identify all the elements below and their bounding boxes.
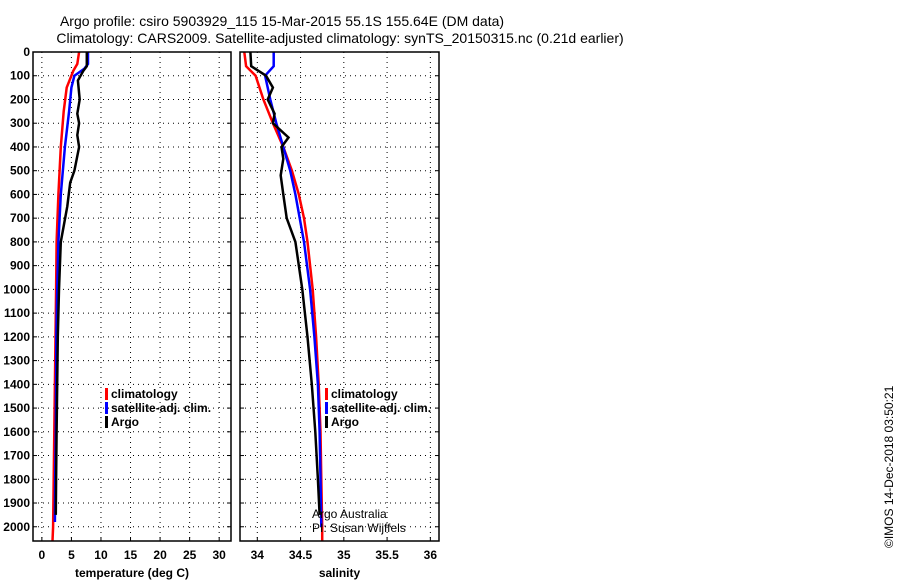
x-tick-label: 35.5: [375, 548, 399, 562]
y-tick-label: 1100: [4, 306, 30, 320]
y-tick-label: 800: [10, 235, 30, 249]
x-tick-label: 34.5: [289, 548, 313, 562]
x-tick-label: 5: [68, 548, 75, 562]
y-tick-label: 1900: [3, 496, 30, 510]
y-tick-label: 1600: [3, 425, 30, 439]
credit-org: Argo Australia: [312, 507, 387, 521]
series-line: [51, 51, 81, 542]
y-tick-label: 2000: [3, 520, 30, 534]
y-tick-label: 1800: [3, 472, 30, 486]
x-tick-label: 10: [94, 548, 108, 562]
series-line: [263, 52, 323, 527]
y-tick-label: 1000: [3, 282, 30, 296]
y-tick-label: 100: [10, 69, 30, 83]
legend-swatch: [325, 402, 328, 414]
x-tick-label: 30: [212, 548, 226, 562]
x-tick-label: 36: [424, 548, 438, 562]
legend-swatch: [325, 388, 328, 400]
x-tick-label: 20: [153, 548, 167, 562]
y-tick-label: 1300: [3, 354, 30, 368]
y-tick-label: 200: [10, 92, 30, 106]
x-axis-label: salinity: [319, 566, 361, 580]
y-tick-label: 300: [10, 116, 30, 130]
y-tick-label: 600: [10, 187, 30, 201]
y-tick-label: 1400: [3, 377, 30, 391]
credit-pi: PI: Susan Wijffels: [312, 521, 406, 535]
legend-swatch: [325, 416, 328, 428]
x-tick-label: 0: [39, 548, 46, 562]
legend-label: Argo: [331, 415, 359, 429]
y-tick-label: 1200: [3, 330, 30, 344]
y-tick-label: 0: [23, 45, 30, 59]
y-tick-label: 700: [10, 211, 30, 225]
x-tick-label: 15: [124, 548, 138, 562]
x-tick-label: 35: [337, 548, 351, 562]
legend-label: climatology: [331, 387, 398, 401]
x-tick-label: 34: [251, 548, 265, 562]
title-line2: Climatology: CARS2009. Satellite-adjuste…: [56, 30, 623, 46]
legend-swatch: [105, 388, 108, 400]
legend-label: satellite-adj. clim.: [331, 401, 431, 415]
legend-swatch: [105, 416, 108, 428]
x-tick-label: 25: [183, 548, 197, 562]
legend-label: climatology: [111, 387, 178, 401]
y-tick-label: 900: [10, 259, 30, 273]
timestamp: ©IMOS 14-Dec-2018 03:50:21: [882, 385, 896, 548]
y-tick-label: 400: [10, 140, 30, 154]
series-line: [249, 51, 321, 515]
y-tick-label: 500: [10, 164, 30, 178]
x-axis-label: temperature (deg C): [75, 566, 189, 580]
y-tick-label: 1500: [3, 401, 30, 415]
plot-frame: [239, 51, 440, 542]
legend-swatch: [105, 402, 108, 414]
legend-label: Argo: [111, 415, 139, 429]
y-tick-label: 1700: [3, 449, 30, 463]
legend-label: satellite-adj. clim.: [111, 401, 211, 415]
plot-frame: [32, 51, 232, 542]
temperature-panel: 0100200300400500600700800900100011001200…: [3, 45, 232, 580]
series-line: [54, 52, 89, 515]
salinity-panel: 34 34.5 35 35.5 36 salinity climatologysatelli…: [239, 51, 440, 580]
title-line1: Argo profile: csiro 5903929_115 15-Mar-2…: [60, 13, 504, 29]
